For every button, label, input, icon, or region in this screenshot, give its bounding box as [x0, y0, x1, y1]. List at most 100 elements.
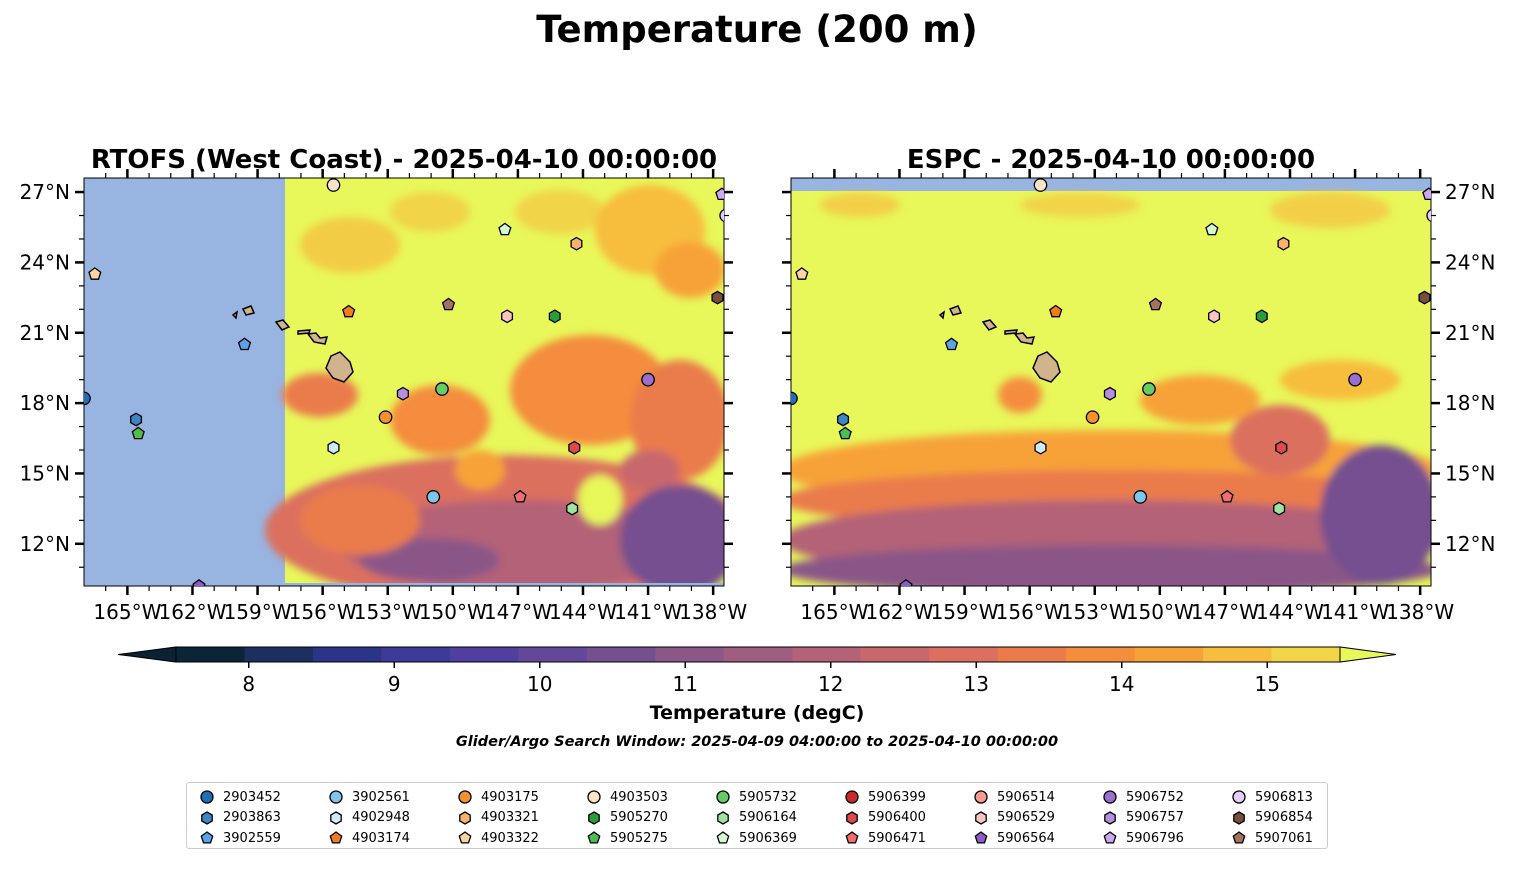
- circle-marker-icon: [329, 790, 343, 804]
- legend-marker-5906399: [845, 790, 859, 804]
- rtofs-nodata-area: [84, 178, 285, 586]
- legend-label: 5906369: [739, 830, 797, 846]
- rtofs-islands: [231, 305, 354, 383]
- y-tick-label: 24°N: [1445, 250, 1495, 274]
- float-marker-5906752: [641, 372, 655, 387]
- legend-label: 5906813: [1255, 789, 1313, 805]
- legend-label: 5905275: [610, 830, 668, 846]
- float-marker-5906471: [513, 489, 527, 503]
- espc-temperature-contours: [791, 192, 1431, 586]
- x-tick-label: 141°W: [614, 600, 682, 624]
- legend-marker-5906757: [1104, 810, 1116, 825]
- legend-item: 4903174: [328, 828, 410, 849]
- float-marker-5905732: [1142, 382, 1156, 396]
- float-marker-4903322: [88, 267, 102, 280]
- x-tick-label: 144°W: [1256, 600, 1324, 624]
- legend-label: 5906471: [868, 830, 926, 846]
- float-marker-4903174: [342, 304, 356, 318]
- legend-marker-4902948: [330, 810, 342, 825]
- float-marker-4902948: [327, 440, 340, 455]
- legend-marker-5906796: [1103, 831, 1117, 844]
- legend-item: 3902559: [199, 828, 281, 849]
- hexagon-marker-icon: [975, 810, 987, 825]
- espc-map-panel: ESPC - 2025-04-10 00:00:00: [782, 145, 1495, 624]
- float-marker-5906164: [1273, 501, 1286, 516]
- float-marker-2903863: [837, 412, 850, 427]
- legend-marker-5906164: [717, 810, 729, 825]
- float-marker-2903452: [791, 391, 798, 406]
- legend-label: 4903321: [481, 810, 539, 826]
- colorbar-tick-label: 8: [242, 672, 255, 696]
- legend-item: 2903863: [199, 808, 281, 829]
- float-marker-5906757: [396, 386, 409, 401]
- colorbar-segment: [655, 647, 725, 662]
- float-marker-5905275: [131, 426, 145, 440]
- colorbar-outline: [175, 646, 1341, 663]
- rtofs-temperature-contours: [265, 185, 724, 586]
- colorbar-tick-label: 9: [388, 672, 401, 696]
- rtofs-panel-title: RTOFS (West Coast) - 2025-04-10 00:00:00: [91, 145, 717, 175]
- legend-label: 4903175: [481, 789, 539, 805]
- legend-marker-5905732: [716, 790, 730, 804]
- legend-item: 5906752: [1102, 787, 1184, 808]
- hexagon-marker-icon: [1104, 810, 1116, 825]
- float-legend: 2903452 2903863 3902559 3902561 4902948 49031…: [186, 782, 1328, 849]
- float-marker-5906813: [1426, 209, 1431, 223]
- legend-item: 2903452: [199, 787, 281, 808]
- colorbar-segment: [244, 647, 314, 662]
- colorbar-tick-label: 10: [527, 672, 552, 696]
- circle-marker-icon: [458, 790, 472, 804]
- float-marker-3902561: [1133, 490, 1148, 504]
- legend-marker-5906400: [846, 810, 858, 825]
- x-tick-label: 144°W: [549, 600, 617, 624]
- legend-label: 5906399: [868, 789, 926, 805]
- x-tick-label: 159°W: [224, 600, 292, 624]
- island-kauai: [948, 305, 963, 316]
- float-marker-5905732: [435, 382, 449, 396]
- legend-marker-5907061: [1232, 831, 1246, 844]
- pentagon-marker-icon: [1232, 831, 1246, 844]
- colorbar-tick-label: 12: [818, 672, 843, 696]
- hexagon-marker-icon: [846, 810, 858, 825]
- espc-axis-ticks: 165°W162°W159°W156°W153°W150°W147°W144°W…: [782, 169, 1495, 624]
- legend-label: 3902559: [223, 830, 281, 846]
- y-tick-label: 21°N: [20, 321, 70, 345]
- float-marker-5906757: [1103, 386, 1116, 401]
- legend-item: 5906369: [715, 828, 797, 849]
- x-tick-label: 150°W: [419, 600, 487, 624]
- y-tick-label: 12°N: [1445, 532, 1495, 556]
- island-niihau: [938, 310, 946, 320]
- legend-marker-5906514: [974, 790, 988, 804]
- legend-marker-4903174: [329, 831, 343, 844]
- legend-marker-5906369: [716, 831, 730, 844]
- legend-marker-4903321: [459, 810, 471, 825]
- legend-label: 5906564: [997, 830, 1055, 846]
- legend-item: 4903175: [457, 787, 539, 808]
- legend-marker-5905270: [588, 810, 600, 825]
- colorbar-segment: [1271, 647, 1341, 662]
- legend-item: 5906164: [715, 808, 797, 829]
- colorbar-segment: [381, 647, 451, 662]
- float-marker-4903175: [378, 410, 393, 425]
- float-marker-5907061: [1148, 297, 1163, 311]
- colorbar-segment: [1203, 647, 1273, 662]
- legend-label: 4903174: [352, 830, 410, 846]
- circle-marker-icon: [587, 790, 601, 804]
- pentagon-marker-icon: [1103, 831, 1117, 844]
- x-tick-label: 153°W: [354, 600, 422, 624]
- pentagon-marker-icon: [974, 831, 988, 844]
- colorbar-tick-label: 15: [1255, 672, 1280, 696]
- espc-islands: [938, 305, 1061, 383]
- float-marker-5906854: [711, 290, 724, 305]
- hexagon-marker-icon: [717, 810, 729, 825]
- y-tick-label: 18°N: [20, 391, 70, 415]
- legend-label: 5905270: [610, 810, 668, 826]
- legend-column: 5906514 5906529 5906564: [973, 787, 1055, 849]
- legend-marker-5906854: [1233, 810, 1245, 825]
- figure-title: Temperature (200 m): [536, 8, 978, 51]
- rtofs-axis-ticks: 165°W162°W159°W156°W153°W150°W147°W144°W…: [20, 169, 747, 624]
- espc-panel-title: ESPC - 2025-04-10 00:00:00: [907, 145, 1315, 175]
- pentagon-marker-icon: [587, 831, 601, 844]
- legend-item: 5906400: [844, 808, 926, 829]
